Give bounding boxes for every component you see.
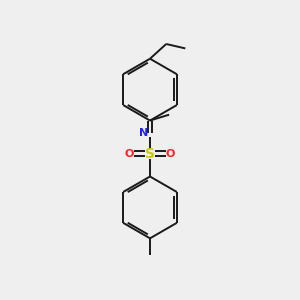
Text: S: S	[145, 146, 155, 161]
Text: N: N	[139, 128, 148, 138]
Text: O: O	[125, 148, 134, 158]
Text: O: O	[166, 148, 175, 158]
